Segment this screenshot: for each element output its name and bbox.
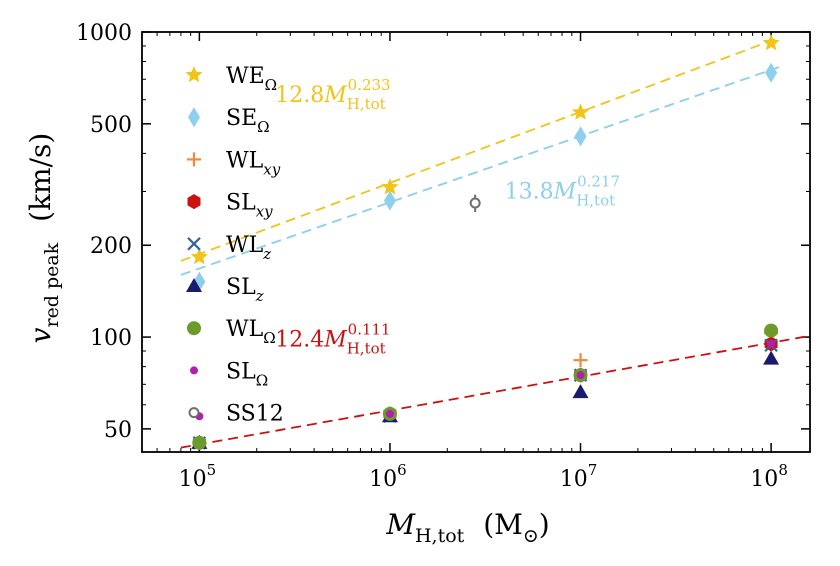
legend-label-0: WEΩ	[226, 64, 277, 94]
x-tick-label: 105	[179, 461, 217, 492]
y-tick-label: 200	[90, 234, 132, 259]
point-se-1-2	[574, 126, 587, 147]
y-tick-label: 500	[90, 113, 132, 138]
point-sl-7-3	[767, 339, 776, 348]
point-we-0-3	[762, 34, 780, 51]
point-sl-7-2	[576, 371, 585, 380]
legend-marker-0	[185, 66, 203, 83]
y-tick-label: 1000	[76, 21, 132, 46]
legend-label-5: SLz	[226, 275, 264, 305]
legend-marker-2	[187, 152, 201, 167]
point-sl-7-1	[385, 409, 394, 418]
x-axis-label: MH,tot (M⊙)	[385, 508, 549, 547]
legend-label-2: WLxy	[226, 148, 281, 178]
fit-label-0: 12.8MH,tot0.233	[275, 76, 390, 113]
legend-marker-3	[187, 194, 201, 210]
legend-label-1: SEΩ	[226, 106, 270, 136]
point-wl-6-0	[192, 435, 207, 450]
legend: WEΩ SEΩ WLxy SLxy WLz SLz WLΩ SLΩ SS12	[185, 64, 284, 427]
legend-marker-1	[188, 107, 200, 128]
legend-label-3: SLxy	[226, 191, 273, 221]
point-we-0-1	[381, 178, 399, 195]
fit-line-2	[180, 334, 811, 449]
point-se-1-3	[765, 62, 778, 83]
fit-label-2: 12.4MH,tot0.111	[275, 321, 390, 358]
legend-marker-5	[186, 278, 202, 292]
x-tick-label: 107	[560, 461, 598, 492]
legend-label-8: SS12	[226, 402, 284, 427]
fit-lines: 12.8MH,tot0.233 13.8MH,tot0.217 12.4MH,tot…	[180, 36, 811, 449]
point-we-0-2	[571, 103, 590, 120]
plot-area	[141, 31, 811, 453]
x-tick-label: 106	[369, 461, 407, 492]
point-sl-5-3	[763, 350, 780, 365]
legend-label-6: WLΩ	[226, 317, 276, 347]
legend-label-4: WLz	[226, 233, 271, 263]
fit-line-0	[180, 36, 780, 262]
y-tick-label: 100	[90, 326, 132, 351]
point-wl-2-2	[573, 353, 588, 368]
y-tick-label: 50	[104, 418, 132, 443]
fit-label-1: 13.8MH,tot0.217	[505, 172, 620, 209]
point-sl-5-2	[572, 384, 589, 399]
point-ss12-8-0	[469, 197, 481, 209]
point-wl-6-3	[764, 323, 779, 338]
axis-labels: MH,tot (M⊙) vred peak (km/s)	[24, 133, 550, 547]
point-we-0-0	[190, 248, 208, 265]
axis-ticks: 105 106 107 108 50 100 200 500 1000	[76, 21, 810, 492]
x-tick-label: 108	[750, 461, 788, 492]
legend-label-7: SLΩ	[226, 359, 268, 389]
legend-marker-8	[188, 407, 200, 419]
data-points	[190, 34, 780, 451]
point-se-1-1	[383, 190, 396, 211]
legend-marker-7	[190, 366, 198, 375]
fit-line-1	[180, 66, 780, 276]
legend-marker-6	[187, 321, 201, 336]
legend-marker-4	[187, 237, 201, 251]
y-axis-label: vred peak (km/s)	[24, 133, 63, 344]
